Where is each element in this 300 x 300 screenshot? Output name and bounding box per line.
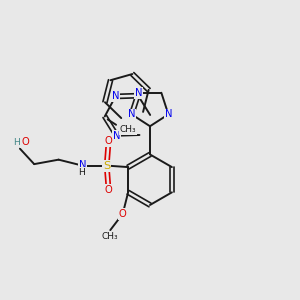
Text: O: O: [105, 136, 113, 146]
Text: O: O: [21, 137, 29, 147]
Text: H: H: [13, 138, 20, 147]
Text: N: N: [113, 131, 121, 141]
Text: CH₃: CH₃: [120, 125, 136, 134]
Text: H: H: [79, 168, 86, 177]
Text: O: O: [119, 209, 127, 219]
Text: S: S: [103, 160, 110, 171]
Text: CH₃: CH₃: [102, 232, 119, 241]
Text: N: N: [79, 160, 86, 170]
Text: N: N: [165, 110, 172, 119]
Text: N: N: [112, 92, 119, 101]
Text: N: N: [135, 88, 142, 98]
Text: N: N: [128, 110, 135, 119]
Text: O: O: [105, 185, 113, 195]
